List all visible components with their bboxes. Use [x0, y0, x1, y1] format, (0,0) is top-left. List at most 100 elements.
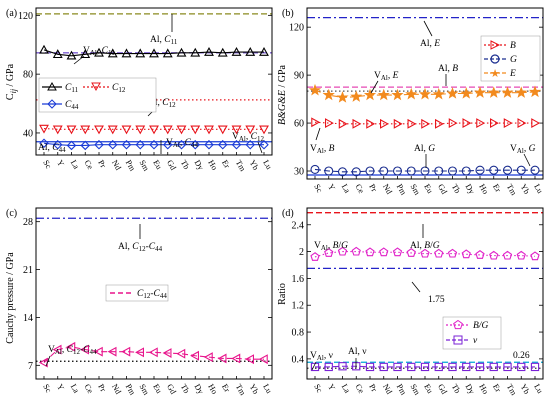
panel-a-series-1-point-Lu — [259, 125, 269, 135]
panel-a-legend: C11 C12 C44 — [38, 77, 157, 113]
panel-a-xtick-label-Ce: Ce — [83, 159, 96, 172]
panel-a-xtick-label-Pr: Pr — [96, 159, 108, 170]
panel-a-series-1-point-Dy — [190, 125, 201, 135]
panel-c-series-0-point-La — [66, 341, 76, 352]
panel-d-series-0-point-Gd — [434, 248, 444, 258]
panel-a-xtick-label-Er: Er — [220, 159, 232, 170]
panel-b-series-2-point-Dy — [460, 87, 473, 99]
panel-a-legend-c44-label: C44 — [65, 100, 79, 111]
panel-b-legend-b-label: B — [510, 41, 516, 51]
panel-c-xtick-label-Eu: Eu — [151, 383, 163, 395]
panel-d-series-0-point-Er — [489, 250, 499, 260]
panel-a-series-2-point-Sc — [39, 138, 49, 149]
panel-c-xtick-label-Lu: Lu — [261, 383, 273, 395]
panel-b-xtick-label-Sc: Sc — [312, 183, 324, 195]
panel-b-series-1-point-Y — [324, 166, 334, 176]
panel-d-label: (d) — [282, 208, 294, 219]
panel-b-xtick-label-Er: Er — [491, 183, 503, 194]
panel-a-series-1-point-Ho — [204, 125, 214, 135]
panel-a-series-2-point-Dy — [190, 139, 201, 150]
panel-b-series-1-point-Yb — [516, 165, 526, 175]
panel-d-legend-nu-marker — [453, 335, 463, 345]
panel-b-series-0-point-Er — [489, 118, 499, 129]
panel-b-series-1-point-Dy — [461, 166, 471, 176]
panel-d-series-0-point-Sc — [310, 252, 320, 261]
panel-a-series-0-point-Pr — [94, 47, 104, 57]
panel-c-xtick-label-Sm: Sm — [138, 383, 152, 398]
panel-d-legend-nu-label: ν — [473, 336, 478, 346]
panel-b-ylabel: B&G&E / GPa — [277, 64, 288, 125]
panel-b-series-1-point-Eu — [420, 166, 430, 176]
panel-b-series-2-point-Sm — [405, 87, 418, 100]
panel-c-xtick-label-La: La — [69, 383, 81, 395]
panel-a-series-1-point-Pm — [121, 125, 132, 135]
panel-d-series-0-point-Sm — [406, 248, 416, 257]
panel-c-ytick-label-3: 28 — [23, 217, 33, 228]
panel-c-xtick-label-Dy: Dy — [193, 383, 206, 397]
panel-b-xtick-label-Tb: Tb — [450, 183, 462, 195]
panel-a-series-2-point-Ce — [80, 140, 91, 151]
panel-b: 30 60 90 120 Sc Y La Ce Pr Nd Pm Sm Eu Gd Tb Dy Ho Er Tm Y… — [277, 7, 545, 197]
panel-a-series-1-point-Gd — [162, 125, 173, 135]
panel-d-frame — [306, 207, 544, 380]
panel-a-series-0-point-Tm — [231, 46, 242, 56]
panel-a-reference-lines — [36, 13, 272, 143]
panel-a: 40 80 120 Sc Y La Ce Pr Nd Pm Sm Eu Gd Tb Dy Ho Er Tm Yb L… — [5, 7, 274, 174]
panel-b-xtick-label-Eu: Eu — [422, 183, 434, 195]
panel-a-series-2-line — [43, 142, 264, 146]
panel-a-legend-box — [38, 77, 157, 113]
panel-b-legend: B G ★ E — [480, 35, 541, 82]
panel-b-series-1-point-Gd — [434, 166, 444, 176]
panel-a-series-2-point-Ho — [204, 139, 214, 150]
panel-b-xtick-label-Nd: Nd — [381, 183, 394, 196]
panel-b-ytick-label-2: 90 — [294, 71, 304, 82]
panel-a-series-0-point-Ce — [80, 49, 91, 59]
panel-d-ann-arrow-2 — [411, 281, 421, 293]
panel-b-ann-arrow-6 — [523, 153, 531, 167]
panel-d-series-1-point-Y — [324, 362, 333, 372]
panel-a-xtick-label-Y: Y — [55, 159, 66, 169]
panel-a-xtick-label-Sc: Sc — [41, 159, 53, 171]
panel-a-legend-c44-marker — [47, 99, 57, 109]
panel-c-series-0-point-Ce — [80, 344, 89, 355]
panel-a-series-2-point-Lu — [259, 139, 269, 150]
panel-d-xtick-label-Sm: Sm — [409, 383, 423, 398]
panel-d-series-0-line — [314, 251, 536, 258]
panel-b-legend-g-marker — [490, 54, 500, 64]
panel-b-series-0-point-Yb — [517, 118, 527, 129]
panel-d-reference-lines — [307, 212, 543, 369]
panel-a-series-0-point-Tb — [176, 47, 187, 57]
panel-d-xtick-label-La: La — [340, 383, 352, 395]
panel-b-xtick-label-Yb: Yb — [519, 183, 532, 196]
panel-d-series-1-point-Pr — [365, 362, 375, 372]
panel-d-ytick-label-0: 0.4 — [292, 354, 305, 365]
panel-c-legend-label: C12-C44 — [137, 289, 167, 300]
panel-b-legend-g-label: G — [510, 55, 517, 65]
panel-c-xtick-label-Tm: Tm — [234, 383, 248, 398]
panel-b-series-2-point-Pr — [363, 88, 377, 101]
panel-d-series-0-point-Eu — [420, 248, 430, 258]
panel-c-xtick-label-Yb: Yb — [248, 383, 261, 396]
panel-a-series — [39, 44, 269, 151]
panel-b-series-0-point-Lu — [531, 118, 541, 129]
panel-c-xtick-label-Tb: Tb — [179, 383, 191, 395]
panel-a-legend-c12-marker — [91, 82, 101, 92]
panel-c-legend-box — [105, 284, 169, 302]
panel-d-series-0-point-Dy — [461, 249, 471, 259]
panel-a-series-2-point-Nd — [107, 139, 118, 150]
panel-d-ann-arrow-3 — [311, 361, 317, 371]
panel-b-series-2-point-Er — [487, 86, 500, 98]
panel-c-reference-lines — [36, 217, 272, 362]
panel-b-series-0-point-Ce — [352, 118, 362, 129]
panel-b-series-2-point-Nd — [377, 88, 390, 101]
panel-b-legend-e-marker: ★ — [490, 68, 500, 80]
panel-b-ann-arrow-2 — [370, 80, 379, 94]
panel-a-series-1-point-Nd — [107, 125, 118, 135]
panel-a-series-0-point-La — [66, 50, 77, 60]
panel-b-series-0-point-Dy — [462, 118, 472, 129]
panel-b-y-axis: 30 60 90 120 — [289, 23, 543, 178]
panel-a-xtick-label-Sm: Sm — [138, 159, 152, 174]
panel-b-series-0-point-Eu — [421, 118, 431, 129]
panel-c-series-0-point-Sm — [135, 347, 144, 358]
